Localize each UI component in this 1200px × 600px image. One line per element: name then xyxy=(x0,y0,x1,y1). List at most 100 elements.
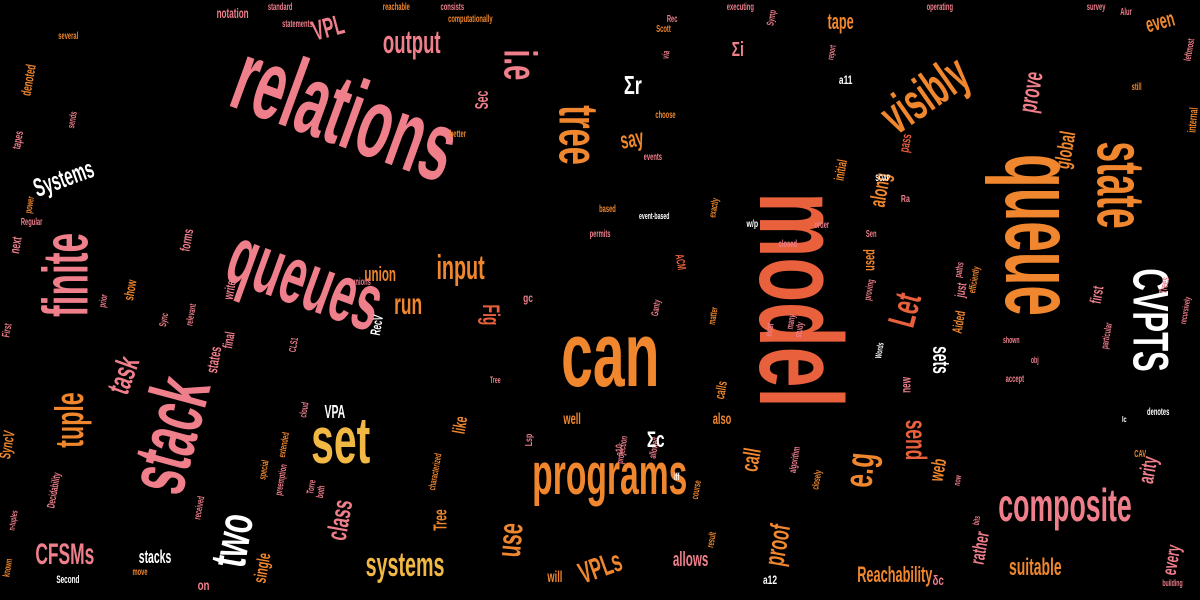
word-used-55: used xyxy=(861,249,879,271)
word-queue-2: queue xyxy=(984,154,1097,316)
word-permits-106: permits xyxy=(589,229,611,240)
word-let-24: Let xyxy=(880,288,930,332)
word-write-68: write xyxy=(219,279,239,301)
word-can-5: can xyxy=(560,304,659,406)
word-a11-160: a11 xyxy=(838,73,852,87)
word-cloud-133: cloud xyxy=(297,401,312,419)
word-n-tuples-110: n-tuples xyxy=(5,509,20,531)
word-sets-27: sets xyxy=(927,346,955,374)
word-c-159: Σc xyxy=(646,427,665,452)
word-sends-91: sends xyxy=(65,110,80,130)
word-leftmost-87: leftmost xyxy=(1182,37,1197,62)
word-new-65: new xyxy=(897,377,914,393)
word-run-23: run xyxy=(394,288,423,321)
word-obj-154: obj xyxy=(1030,354,1039,365)
word-exactly-131: exactly xyxy=(707,197,722,219)
word-rather-44: rather xyxy=(966,529,994,567)
word-based-105: based xyxy=(598,204,616,215)
word-e-g-17: e.g xyxy=(836,450,884,490)
word-tree-51: Tree xyxy=(430,509,451,531)
word-fig-31: Fig xyxy=(477,304,504,326)
word-states-57: states xyxy=(203,345,226,375)
word-known-78: known xyxy=(1,557,16,578)
word-executing-82: executing xyxy=(726,2,754,13)
word-pass-156: pass xyxy=(895,132,915,154)
word-particular-124: particular xyxy=(1099,321,1116,350)
word-still-86: still xyxy=(1131,82,1142,93)
word-rec-98: Rec xyxy=(666,14,678,25)
word-output-19: output xyxy=(382,24,441,60)
word-sen-122: Sen xyxy=(865,229,877,240)
word-several-95: several xyxy=(58,31,79,42)
word-just-74: just xyxy=(950,281,970,299)
word-consists-80: consists xyxy=(440,2,464,13)
word-events-96: events xyxy=(643,152,663,163)
word-global-37: global xyxy=(1048,129,1080,171)
word-report-151: report xyxy=(825,43,838,61)
word-recv-69: RecV xyxy=(366,313,386,337)
word-characterized-112: characterized xyxy=(427,452,445,492)
word-first-140: First xyxy=(0,322,15,338)
word-course-148: course xyxy=(689,479,704,501)
word-show-67: show xyxy=(120,278,140,302)
word-efficiently-103: efficiently xyxy=(966,265,983,295)
word-power-89: power xyxy=(22,195,37,215)
word-building-143: building xyxy=(1161,577,1183,588)
word-lc-168: lc xyxy=(1121,415,1127,424)
word-systems-18: systems xyxy=(365,546,445,584)
word-both-142: both xyxy=(314,484,328,500)
word-matter-128: matter xyxy=(706,306,721,326)
word-allows-45: allows xyxy=(672,549,708,571)
word-on-166: on xyxy=(197,577,210,593)
word-vpa-50: VPA xyxy=(324,402,346,422)
word-prior-150: prior xyxy=(96,293,110,309)
word-reachable-79: reachable xyxy=(382,2,410,13)
word-a12-161: a12 xyxy=(763,573,778,587)
word-special-114: special xyxy=(257,459,272,481)
word-also-63: also xyxy=(712,411,732,428)
word-closed-144: closed xyxy=(778,239,798,250)
word-extended-111: extended xyxy=(276,431,293,459)
word-survey-85: survey xyxy=(1086,2,1106,13)
word-closely-117: closely xyxy=(810,469,825,491)
word-tape-36: tape xyxy=(827,9,854,34)
word-i-158: Σi xyxy=(731,39,744,61)
word-choose-93: choose xyxy=(654,110,676,121)
word-composite-13: composite xyxy=(998,479,1132,531)
word-via-100: via xyxy=(660,49,673,60)
word-initial-72: initial xyxy=(830,158,850,182)
word-operating-84: operating xyxy=(926,2,953,13)
word-first-62: first xyxy=(1087,284,1108,306)
word-alur-149: Alur xyxy=(1120,7,1132,18)
word-result-121: result xyxy=(704,531,719,549)
word-single-49: single xyxy=(249,551,275,585)
word-w-p-167: w/p xyxy=(746,219,758,230)
word-words-104: Words xyxy=(873,341,886,359)
word-regular-90: Regular xyxy=(20,217,42,228)
word-ganty-129: Ganty xyxy=(649,298,664,317)
word-calls-64: calls xyxy=(710,379,730,401)
word-recursively-136: recursively xyxy=(1177,295,1193,325)
word-vpls-29: VPLs xyxy=(573,544,626,591)
word-exist-125: exist xyxy=(762,322,776,338)
word-sec-56: Sec xyxy=(472,90,493,110)
word-sync-134: Sync xyxy=(157,312,172,328)
word-input-21: input xyxy=(435,249,485,287)
word-tree-11: tree xyxy=(546,105,610,165)
word-trees-139: Trees xyxy=(1157,275,1172,295)
word-relevant-132: relevant xyxy=(184,303,200,327)
word-vpl-20: VPL xyxy=(308,8,348,47)
word-syncv-66: SyncV xyxy=(0,429,19,461)
word-denoted-60: denoted xyxy=(17,63,39,97)
word-reachability-30: Reachability xyxy=(857,562,933,587)
word-standard-81: standard xyxy=(267,2,293,13)
word-scott-97: Scott xyxy=(655,24,671,35)
word-aided-75: Aided xyxy=(948,309,968,335)
word-acm-76: ACM xyxy=(671,252,689,272)
word-forms-58: forms xyxy=(176,227,196,253)
word-class-40: class xyxy=(320,497,359,543)
word-notation-59: notation xyxy=(216,5,249,21)
word-bits-152: bits xyxy=(970,514,983,526)
word-prove-34: prove xyxy=(1011,69,1049,115)
word-paths-102: paths xyxy=(952,261,967,279)
